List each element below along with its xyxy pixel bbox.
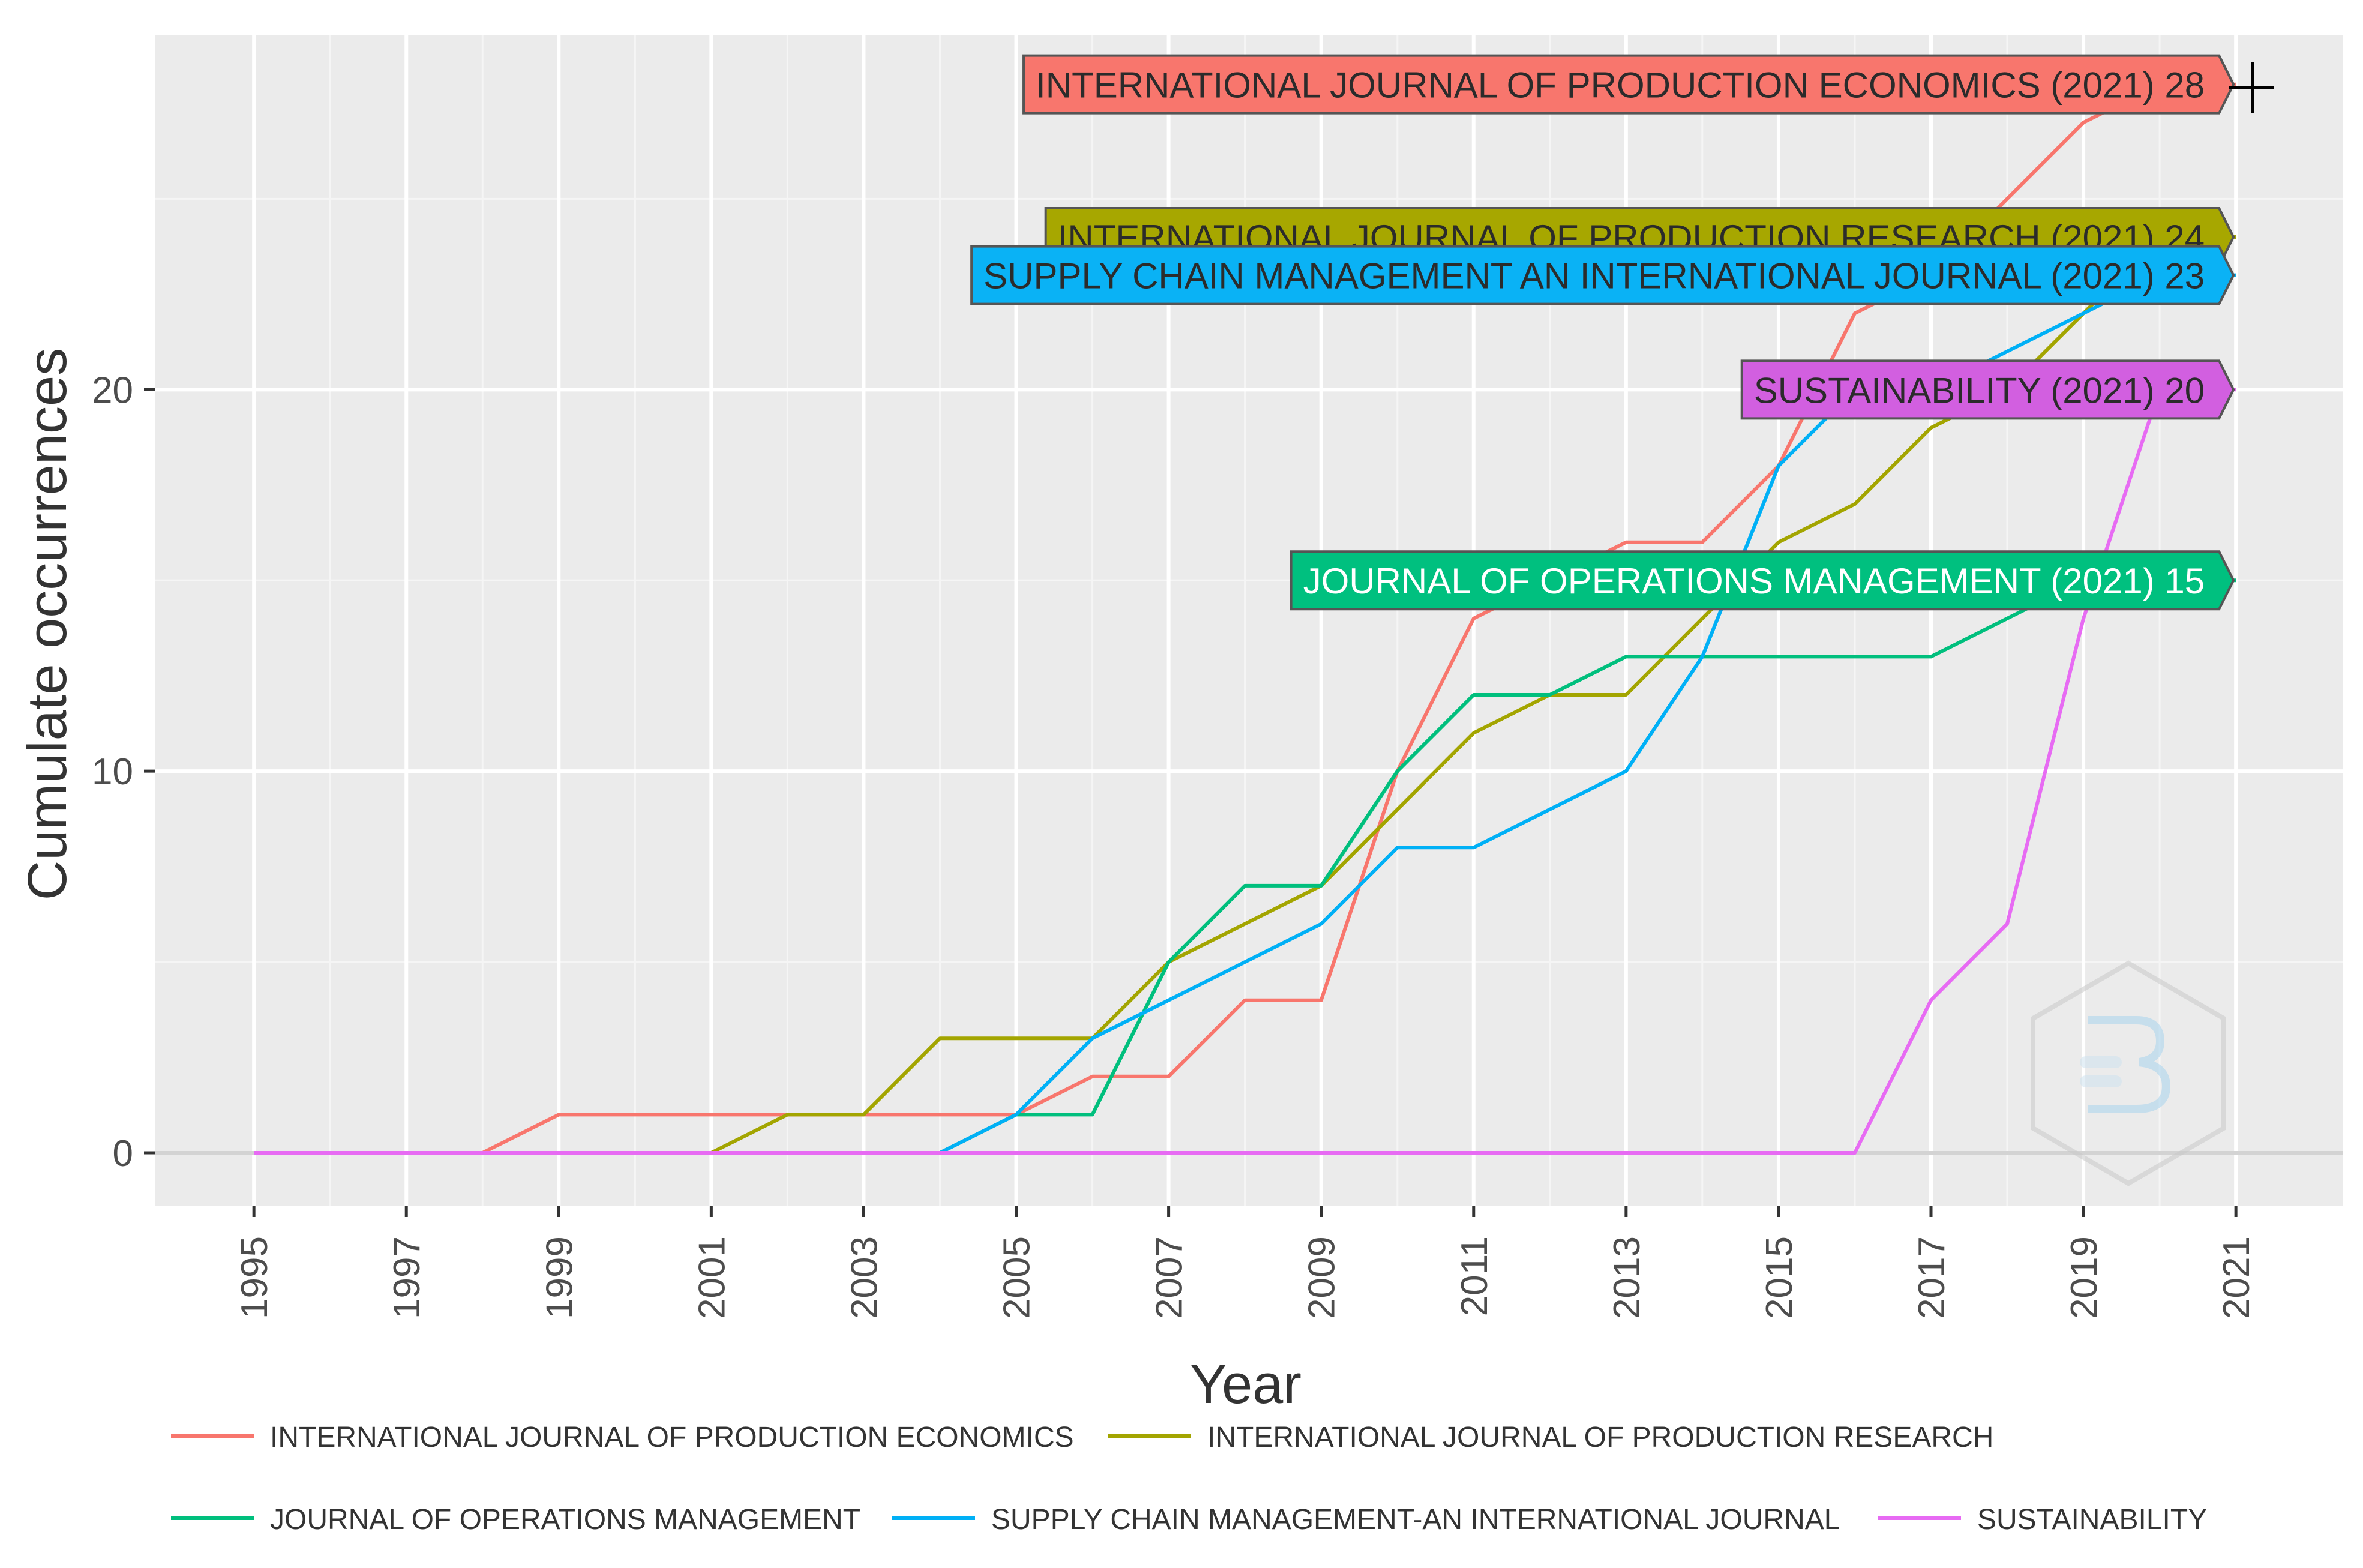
end-label: SUPPLY CHAIN MANAGEMENT AN INTERNATIONAL… bbox=[970, 245, 2235, 305]
end-label-box bbox=[1290, 550, 2235, 611]
x-tick-label: 1999 bbox=[539, 1236, 580, 1319]
end-label-text: INTERNATIONAL JOURNAL OF PRODUCTION ECON… bbox=[1036, 65, 2205, 106]
end-label: INTERNATIONAL JOURNAL OF PRODUCTION ECON… bbox=[1022, 54, 2235, 115]
series-lines bbox=[254, 82, 2236, 1155]
legend-item: SUSTAINABILITY bbox=[1878, 1504, 2207, 1536]
y-tick-label: 0 bbox=[113, 1133, 133, 1174]
y-axis-ticks: 0 10 20 bbox=[92, 370, 155, 1174]
x-tick-label: 2011 bbox=[1454, 1236, 1495, 1316]
x-tick-label: 1997 bbox=[386, 1236, 428, 1319]
crosshair-cursor bbox=[2229, 62, 2274, 113]
end-label: SUSTAINABILITY (2021) 20 bbox=[1740, 359, 2235, 420]
x-tick-label: 2021 bbox=[2216, 1236, 2257, 1319]
x-tick-label: 2013 bbox=[1606, 1236, 1648, 1319]
y-axis-title: Cumulate occurrences bbox=[17, 348, 78, 900]
x-tick-label: 2015 bbox=[1759, 1236, 1800, 1319]
y-tick-label: 20 bbox=[92, 370, 133, 411]
legend-item: INTERNATIONAL JOURNAL OF PRODUCTION RESE… bbox=[1108, 1422, 1993, 1453]
legend-label: INTERNATIONAL JOURNAL OF PRODUCTION ECON… bbox=[270, 1422, 1074, 1453]
x-axis-title: Year bbox=[1190, 1354, 1302, 1415]
legend-label: SUSTAINABILITY bbox=[1977, 1504, 2207, 1536]
x-tick-label: 2017 bbox=[1911, 1236, 1953, 1319]
end-label-box bbox=[1740, 359, 2235, 420]
x-tick-label: 2001 bbox=[691, 1236, 733, 1319]
end-label-text: JOURNAL OF OPERATIONS MANAGEMENT (2021) … bbox=[1303, 561, 2205, 601]
legend-item: SUPPLY CHAIN MANAGEMENT-AN INTERNATIONAL… bbox=[892, 1504, 1840, 1536]
legend-label: SUPPLY CHAIN MANAGEMENT-AN INTERNATIONAL… bbox=[991, 1504, 1840, 1536]
y-tick-label: 10 bbox=[92, 751, 133, 793]
x-axis-ticks: 1995 1997 1999 2001 2003 2005 2007 2009 2011 2013… bbox=[234, 1206, 2257, 1319]
x-tick-label: 1995 bbox=[234, 1236, 275, 1319]
legend: INTERNATIONAL JOURNAL OF PRODUCTION ECON… bbox=[171, 1422, 2207, 1536]
x-tick-label: 2005 bbox=[997, 1236, 1038, 1319]
x-tick-label: 2009 bbox=[1302, 1236, 1343, 1319]
end-labels: INTERNATIONAL JOURNAL OF PRODUCTION ECON… bbox=[970, 54, 2235, 611]
x-tick-label: 2007 bbox=[1149, 1236, 1191, 1319]
end-label-text: SUPPLY CHAIN MANAGEMENT AN INTERNATIONAL… bbox=[983, 256, 2205, 296]
legend-item: INTERNATIONAL JOURNAL OF PRODUCTION ECON… bbox=[171, 1422, 1074, 1453]
series-line bbox=[254, 388, 2236, 1155]
legend-label: JOURNAL OF OPERATIONS MANAGEMENT bbox=[270, 1504, 860, 1536]
legend-item: JOURNAL OF OPERATIONS MANAGEMENT bbox=[171, 1504, 860, 1536]
x-tick-label: 2003 bbox=[844, 1236, 885, 1319]
end-label-text: SUSTAINABILITY (2021) 20 bbox=[1754, 370, 2205, 410]
bibliometrix-logo bbox=[2031, 960, 2226, 1186]
end-label-box bbox=[1022, 54, 2235, 115]
x-tick-label: 2019 bbox=[2064, 1236, 2105, 1319]
end-label-box bbox=[970, 245, 2235, 305]
legend-label: INTERNATIONAL JOURNAL OF PRODUCTION RESE… bbox=[1207, 1422, 1993, 1453]
end-label: JOURNAL OF OPERATIONS MANAGEMENT (2021) … bbox=[1290, 550, 2235, 611]
